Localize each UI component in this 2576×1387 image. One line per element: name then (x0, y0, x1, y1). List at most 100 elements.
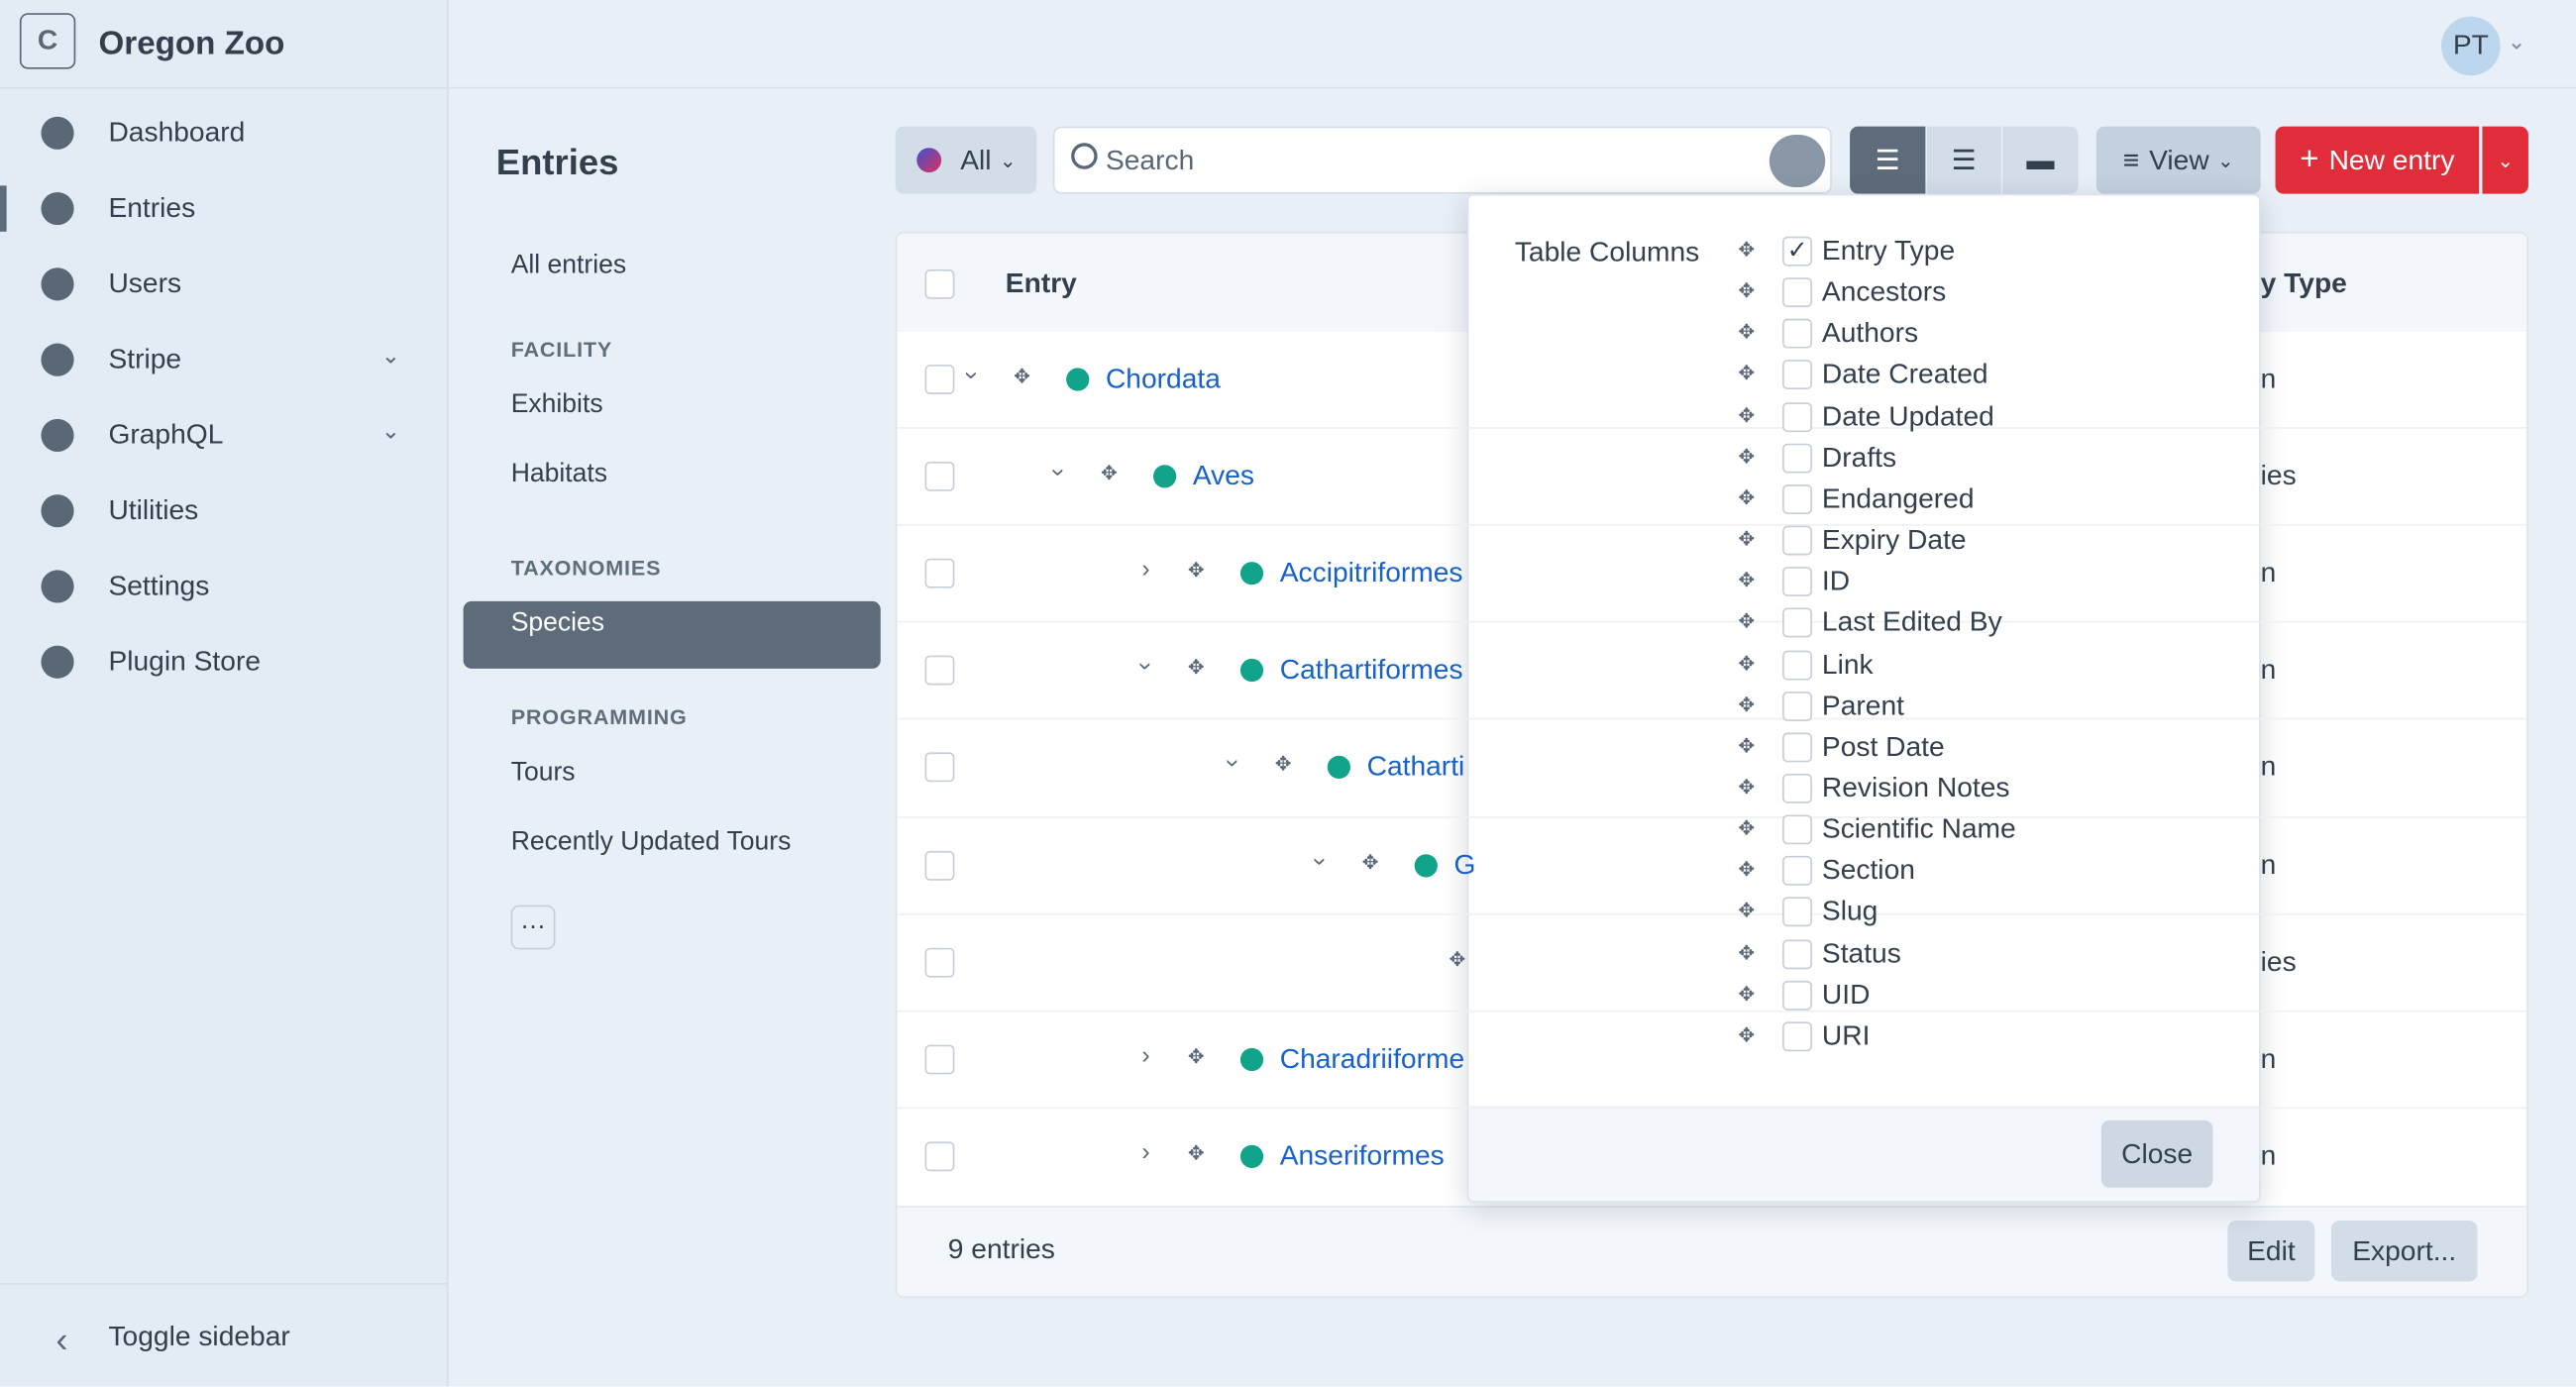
column-handle[interactable]: ✥ (1738, 1022, 1756, 1046)
nav-item[interactable]: Dashboard (108, 116, 246, 149)
filter-button[interactable] (1769, 134, 1826, 188)
column-handle[interactable]: ✥ (1738, 609, 1756, 633)
entry-title[interactable]: Chordata (1105, 363, 1221, 394)
column-handle[interactable]: ✥ (1738, 775, 1756, 799)
entry-title[interactable]: Cathartiformes (1279, 654, 1463, 686)
row-checkbox[interactable] (924, 365, 955, 394)
entry-title[interactable]: Charadriiforme (1279, 1042, 1465, 1074)
column-name[interactable]: Entry Type (1821, 235, 1956, 267)
entry-title[interactable]: Aves (1192, 460, 1255, 491)
column-handle[interactable]: ✥ (1738, 485, 1756, 509)
column-checkbox[interactable]: ✓ (1782, 236, 1812, 267)
entry-title[interactable]: G (1453, 848, 1476, 880)
column-name[interactable]: Post Date (1821, 730, 1945, 763)
column-checkbox[interactable] (1782, 898, 1812, 927)
entry-title[interactable]: Catharti (1366, 751, 1465, 783)
drag-handle[interactable]: ✥ (1187, 559, 1205, 583)
search-box[interactable] (1052, 126, 1832, 194)
column-name[interactable]: Ancestors (1821, 275, 1947, 308)
column-name[interactable]: UID (1821, 978, 1871, 1011)
source-all[interactable]: All entries (510, 251, 627, 279)
nav-item[interactable]: Settings (108, 570, 210, 601)
column-checkbox[interactable] (1782, 856, 1812, 887)
nav-item[interactable]: Utilities (108, 494, 199, 526)
edit-button[interactable]: Edit (2227, 1221, 2315, 1282)
column-checkbox[interactable] (1782, 401, 1812, 432)
column-name[interactable]: Parent (1821, 689, 1904, 721)
row-checkbox[interactable] (924, 1141, 955, 1171)
column-handle[interactable]: ✥ (1738, 444, 1756, 469)
drag-handle[interactable]: ✥ (1014, 365, 1030, 388)
column-handle[interactable]: ✥ (1738, 693, 1756, 716)
site-logo[interactable]: C (19, 13, 76, 69)
new-entry[interactable]: + New entry (2275, 126, 2480, 194)
column-checkbox[interactable] (1782, 691, 1812, 721)
row-toggle[interactable]: › (1141, 1137, 1150, 1166)
column-checkbox[interactable] (1782, 814, 1812, 845)
column-checkbox[interactable] (1782, 608, 1812, 638)
column-handle[interactable]: ✥ (1738, 527, 1756, 551)
row-toggle[interactable]: › (957, 371, 986, 380)
column-checkbox[interactable] (1782, 483, 1812, 514)
column-name[interactable]: Link (1821, 648, 1874, 680)
nav-caret[interactable]: ⌄ (380, 341, 401, 369)
site-name[interactable]: Oregon Zoo (98, 26, 285, 63)
column-checkbox[interactable] (1782, 980, 1812, 1011)
row-toggle[interactable]: › (1131, 662, 1160, 672)
column-name[interactable]: Slug (1821, 896, 1878, 927)
column-handle[interactable]: ✥ (1738, 816, 1756, 840)
column-handle[interactable]: ✥ (1738, 982, 1756, 1006)
column-checkbox[interactable] (1782, 525, 1812, 556)
site-menu[interactable]: All ⌄ (895, 126, 1037, 194)
drag-handle[interactable]: ✥ (1361, 850, 1379, 874)
nav-caret[interactable]: ⌄ (380, 417, 401, 444)
column-name[interactable]: Last Edited By (1821, 606, 2002, 638)
column-name[interactable]: Date Updated (1821, 399, 1994, 432)
drag-handle[interactable]: ✥ (1274, 753, 1292, 777)
column-handle[interactable]: ✥ (1738, 403, 1756, 427)
column-handle[interactable]: ✥ (1738, 940, 1756, 964)
column-checkbox[interactable] (1782, 773, 1812, 803)
drag-handle[interactable]: ✥ (1187, 1044, 1205, 1068)
row-toggle[interactable]: › (1141, 555, 1150, 584)
toggle-sidebar[interactable]: Toggle sidebar (108, 1321, 290, 1352)
row-checkbox[interactable] (924, 753, 955, 783)
source-item[interactable]: Habitats (510, 460, 608, 488)
column-checkbox[interactable] (1782, 938, 1812, 969)
row-checkbox[interactable] (924, 462, 955, 491)
column-handle[interactable]: ✥ (1738, 899, 1756, 922)
column-name[interactable]: Endangered (1821, 482, 1975, 514)
drag-handle[interactable]: ✥ (1187, 656, 1205, 680)
export-button[interactable]: Export... (2330, 1221, 2478, 1282)
row-checkbox[interactable] (924, 947, 955, 977)
column-name[interactable]: Section (1821, 854, 1915, 887)
column-handle[interactable]: ✥ (1738, 362, 1756, 385)
source-item[interactable]: Species (510, 609, 605, 638)
column-name[interactable]: Drafts (1821, 441, 1897, 474)
column-handle[interactable]: ✥ (1738, 279, 1756, 303)
column-checkbox[interactable] (1782, 360, 1812, 390)
nav-item[interactable]: Stripe (108, 343, 182, 375)
column-handle[interactable]: ✥ (1738, 238, 1756, 262)
row-toggle[interactable]: › (1306, 856, 1335, 866)
column-checkbox[interactable] (1782, 443, 1812, 474)
column-name[interactable]: Status (1821, 937, 1901, 969)
user-avatar[interactable]: PT (2441, 16, 2501, 76)
view-structure[interactable]: ☰ (1850, 126, 1926, 194)
drag-handle[interactable]: ✥ (1187, 1141, 1205, 1165)
source-item[interactable]: Recently Updated Tours (510, 827, 792, 856)
column-name[interactable]: Authors (1821, 317, 1919, 350)
new-entry-menu[interactable]: ⌄ (2482, 126, 2528, 194)
column-checkbox[interactable] (1782, 649, 1812, 680)
view-menu[interactable]: ≡ View ⌄ (2095, 126, 2261, 194)
column-checkbox[interactable] (1782, 567, 1812, 597)
row-toggle[interactable]: › (1219, 759, 1247, 769)
nav-item[interactable]: Plugin Store (108, 645, 262, 678)
column-name[interactable]: URI (1821, 1019, 1871, 1051)
nav-item[interactable]: Users (108, 267, 182, 299)
drag-handle[interactable]: ✥ (1449, 947, 1466, 971)
column-name[interactable]: Scientific Name (1821, 812, 2016, 845)
column-handle[interactable]: ✥ (1738, 651, 1756, 675)
column-checkbox[interactable] (1782, 319, 1812, 350)
column-checkbox[interactable] (1782, 277, 1812, 308)
